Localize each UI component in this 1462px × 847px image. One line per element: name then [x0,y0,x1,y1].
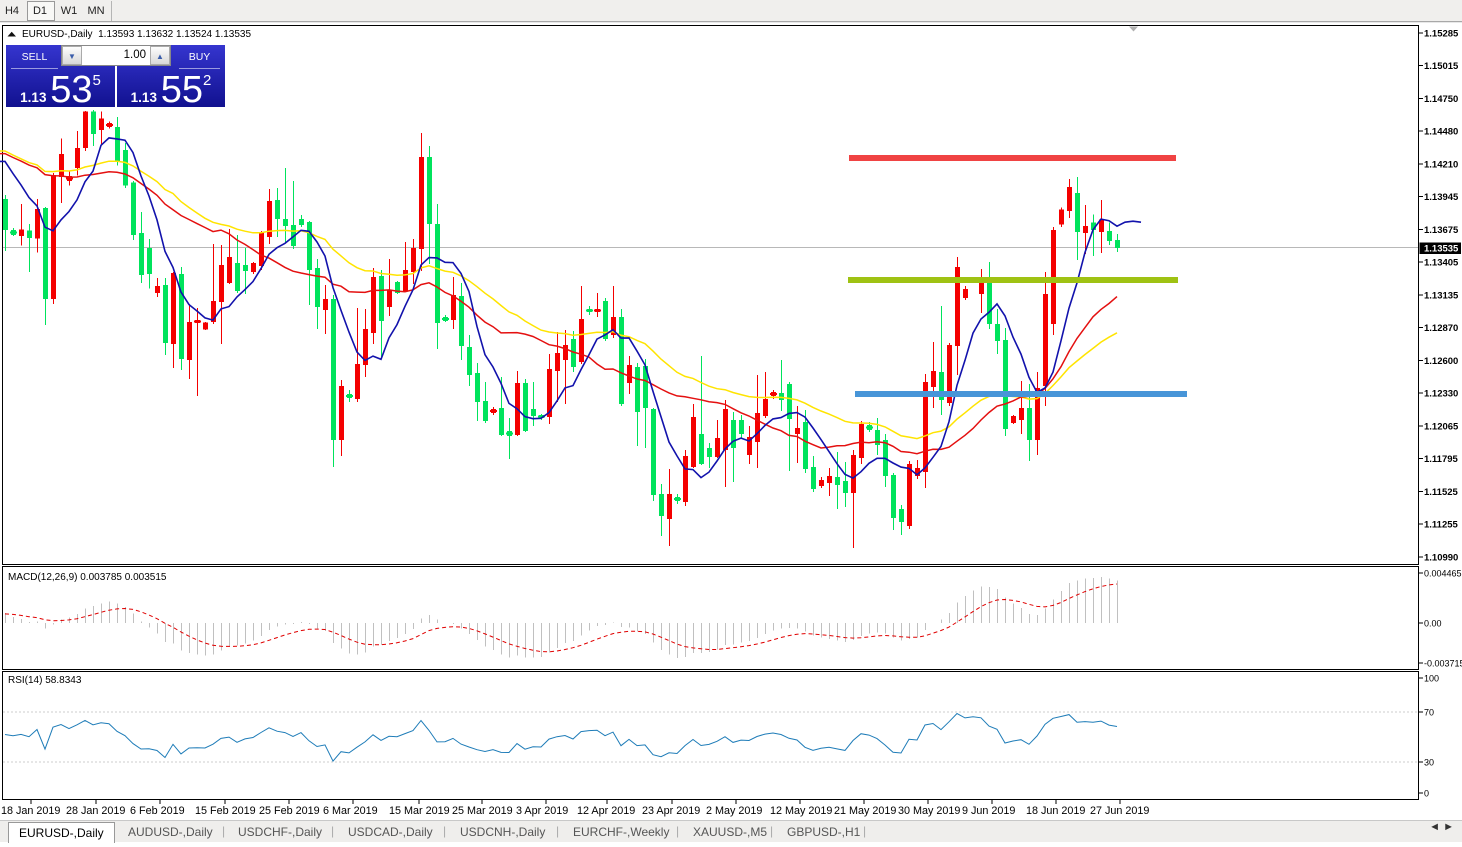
svg-text:1.13535: 1.13535 [1424,244,1459,255]
svg-text:1.12330: 1.12330 [1424,389,1458,400]
svg-text:70: 70 [1424,708,1434,718]
svg-text:6 Mar 2019: 6 Mar 2019 [323,805,378,817]
svg-text:100: 100 [1424,674,1439,684]
svg-text:1.10990: 1.10990 [1424,552,1458,563]
svg-text:MACD(12,26,9) 0.003785 0.00351: MACD(12,26,9) 0.003785 0.003515 [8,572,167,583]
svg-text:30 May 2019: 30 May 2019 [898,805,960,817]
svg-text:1.12065: 1.12065 [1424,421,1459,432]
svg-text:15 Feb 2019: 15 Feb 2019 [195,805,256,817]
svg-text:1.15015: 1.15015 [1424,61,1459,72]
svg-text:15 Mar 2019: 15 Mar 2019 [389,805,450,817]
svg-text:-0.003715: -0.003715 [1424,659,1462,669]
svg-text:RSI(14) 58.8343: RSI(14) 58.8343 [8,675,82,686]
svg-text:1.15285: 1.15285 [1424,29,1459,40]
svg-text:23 Apr 2019: 23 Apr 2019 [642,805,700,817]
svg-text:1.13135: 1.13135 [1424,291,1459,302]
svg-text:3 Apr 2019: 3 Apr 2019 [516,805,568,817]
svg-text:28 Jan 2019: 28 Jan 2019 [66,805,125,817]
svg-text:25 Mar 2019: 25 Mar 2019 [452,805,513,817]
svg-text:1.14210: 1.14210 [1424,160,1458,171]
svg-text:1.14480: 1.14480 [1424,127,1458,138]
svg-text:12 Apr 2019: 12 Apr 2019 [577,805,635,817]
svg-text:1.13675: 1.13675 [1424,225,1459,236]
svg-text:1.11255: 1.11255 [1424,520,1459,531]
svg-text:27 Jun 2019: 27 Jun 2019 [1090,805,1149,817]
svg-text:1.11525: 1.11525 [1424,487,1459,498]
svg-text:1.12870: 1.12870 [1424,323,1458,334]
svg-text:1.13945: 1.13945 [1424,192,1459,203]
svg-text:1.14750: 1.14750 [1424,94,1458,105]
svg-text:25 Feb 2019: 25 Feb 2019 [259,805,320,817]
svg-text:W1: W1 [61,5,78,17]
svg-text:9 Jun 2019: 9 Jun 2019 [962,805,1015,817]
svg-text:0.00: 0.00 [1424,619,1442,629]
svg-text:0.004465: 0.004465 [1424,569,1462,579]
svg-text:21 May 2019: 21 May 2019 [834,805,896,817]
svg-text:12 May 2019: 12 May 2019 [770,805,832,817]
svg-text:1.11795: 1.11795 [1424,454,1459,465]
svg-text:2 May 2019: 2 May 2019 [706,805,762,817]
svg-text:D1: D1 [33,5,47,17]
svg-text:EURUSD-,Daily 1.13593 1.13632: EURUSD-,Daily 1.13593 1.13632 1.13524 1.… [22,29,251,40]
svg-text:H4: H4 [5,5,19,17]
svg-text:1.12600: 1.12600 [1424,356,1458,367]
svg-text:6 Feb 2019: 6 Feb 2019 [130,805,185,817]
svg-text:30: 30 [1424,758,1434,768]
svg-text:18 Jan 2019: 18 Jan 2019 [1,805,60,817]
svg-text:18 Jun 2019: 18 Jun 2019 [1026,805,1085,817]
svg-text:1.13405: 1.13405 [1424,258,1459,269]
svg-text:0: 0 [1424,789,1429,799]
svg-text:MN: MN [87,5,104,17]
